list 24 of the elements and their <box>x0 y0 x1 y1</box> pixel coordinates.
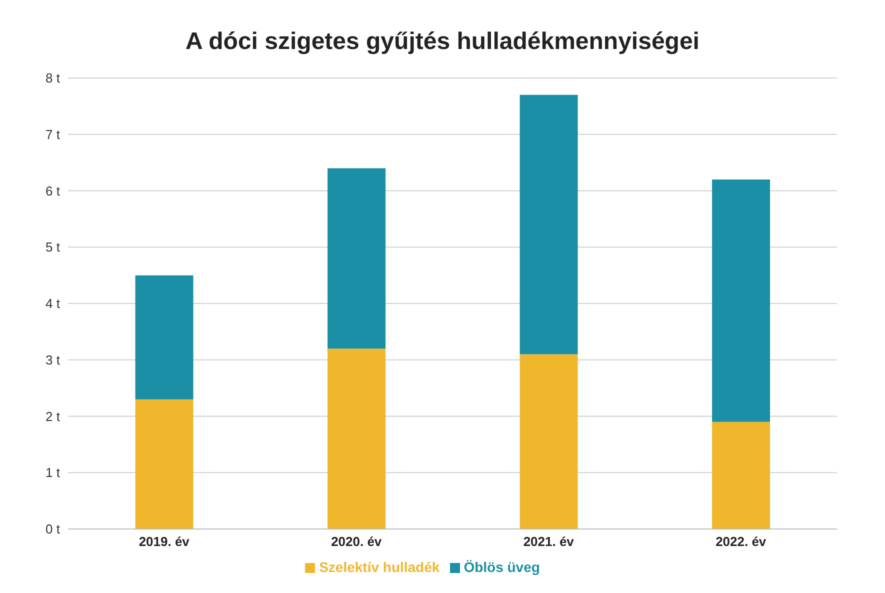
bar <box>712 179 770 422</box>
x-tick-label: 2019. év <box>138 534 190 550</box>
y-tick-label: 4 t <box>46 296 60 312</box>
y-tick-label: 1 t <box>46 465 60 480</box>
bar <box>520 354 578 529</box>
bar <box>328 348 386 529</box>
bar <box>712 422 770 529</box>
x-tick-label: 2020. év <box>331 534 382 550</box>
x-tick-label: 2021. év <box>523 534 575 550</box>
bar <box>135 399 194 529</box>
chart-title: A dóci szigetes gyűjtés hulladékmennyiségei <box>184 27 700 57</box>
x-tick-label: 2022. év <box>716 534 767 550</box>
y-tick-label: 7 t <box>46 126 60 142</box>
bar <box>328 168 386 349</box>
y-tick-label: 0 t <box>46 522 60 537</box>
y-tick-label: 8 t <box>46 70 60 86</box>
y-tick-label: 2 t <box>46 408 60 424</box>
bar <box>520 94 578 354</box>
legend-label: Öblös üveg <box>464 559 540 575</box>
bar <box>135 275 194 400</box>
y-tick-label: 3 t <box>46 352 60 368</box>
y-tick-label: 5 t <box>46 240 60 255</box>
y-tick-label: 6 t <box>46 183 60 198</box>
legend-label: Szelektív hulladék <box>319 559 440 575</box>
